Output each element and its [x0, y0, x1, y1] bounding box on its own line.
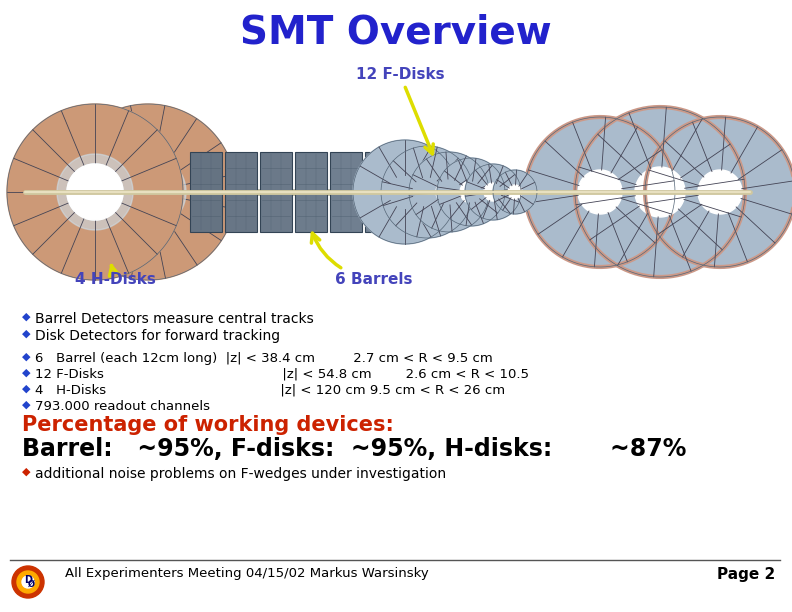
Text: 6   Barrel (each 12cm long)  |z| < 38.4 cm         2.7 cm < R < 9.5 cm: 6 Barrel (each 12cm long) |z| < 38.4 cm … — [35, 352, 493, 365]
Text: Ø: Ø — [28, 580, 35, 589]
Polygon shape — [409, 152, 489, 232]
Text: ◆: ◆ — [22, 368, 31, 378]
Text: Barrel:   ~95%, F-disks:  ~95%, H-disks:       ~87%: Barrel: ~95%, F-disks: ~95%, H-disks: ~8… — [22, 437, 687, 461]
Text: additional noise problems on F-wedges under investigation: additional noise problems on F-wedges un… — [35, 467, 446, 481]
Polygon shape — [60, 104, 236, 280]
Text: ◆: ◆ — [22, 312, 31, 322]
Polygon shape — [635, 167, 685, 217]
Text: ◆: ◆ — [22, 467, 31, 477]
Polygon shape — [525, 117, 675, 267]
Polygon shape — [465, 164, 521, 220]
Text: D: D — [24, 575, 32, 585]
Polygon shape — [67, 164, 123, 220]
Bar — [260, 152, 292, 232]
Polygon shape — [120, 164, 176, 220]
Polygon shape — [437, 158, 505, 226]
Bar — [190, 152, 222, 232]
Bar — [365, 152, 397, 232]
Polygon shape — [698, 170, 742, 214]
Polygon shape — [436, 179, 462, 205]
Polygon shape — [67, 164, 123, 220]
Text: 6 Barrels: 6 Barrels — [311, 233, 413, 287]
Polygon shape — [381, 146, 473, 238]
Polygon shape — [388, 175, 422, 209]
Circle shape — [12, 566, 44, 598]
Text: All Experimenters Meeting 04/15/02 Markus Warsinsky: All Experimenters Meeting 04/15/02 Marku… — [65, 567, 428, 580]
Polygon shape — [575, 107, 745, 277]
Polygon shape — [460, 181, 482, 203]
Text: 4 H-Disks: 4 H-Disks — [74, 266, 155, 287]
Bar — [225, 152, 257, 232]
Text: 12 F-Disks: 12 F-Disks — [356, 67, 444, 154]
Polygon shape — [57, 154, 133, 230]
Polygon shape — [412, 177, 442, 207]
Circle shape — [17, 571, 39, 593]
Bar — [295, 152, 327, 232]
Polygon shape — [578, 170, 622, 214]
Polygon shape — [120, 164, 176, 220]
Text: Percentage of working devices:: Percentage of working devices: — [22, 415, 394, 435]
Polygon shape — [493, 170, 537, 214]
Circle shape — [22, 576, 34, 588]
Text: SMT Overview: SMT Overview — [240, 14, 552, 52]
Text: 12 F-Disks                                          |z| < 54.8 cm        2.6 cm : 12 F-Disks |z| < 54.8 cm 2.6 cm — [35, 368, 529, 381]
Text: ◆: ◆ — [22, 329, 31, 339]
Polygon shape — [508, 185, 522, 199]
Bar — [330, 152, 362, 232]
Text: ◆: ◆ — [22, 352, 31, 362]
Text: 4   H-Disks                                         |z| < 120 cm 9.5 cm < R < 26: 4 H-Disks |z| < 120 cm 9.5 cm < R < 26 — [35, 384, 505, 397]
Polygon shape — [353, 140, 457, 244]
Text: ◆: ◆ — [22, 400, 31, 410]
Polygon shape — [110, 154, 186, 230]
Text: 793.000 readout channels: 793.000 readout channels — [35, 400, 210, 413]
Text: Disk Detectors for forward tracking: Disk Detectors for forward tracking — [35, 329, 280, 343]
Text: ◆: ◆ — [22, 384, 31, 394]
Text: Page 2: Page 2 — [717, 567, 775, 582]
Polygon shape — [645, 117, 792, 267]
Polygon shape — [7, 104, 183, 280]
Polygon shape — [484, 183, 502, 201]
Text: Barrel Detectors measure central tracks: Barrel Detectors measure central tracks — [35, 312, 314, 326]
